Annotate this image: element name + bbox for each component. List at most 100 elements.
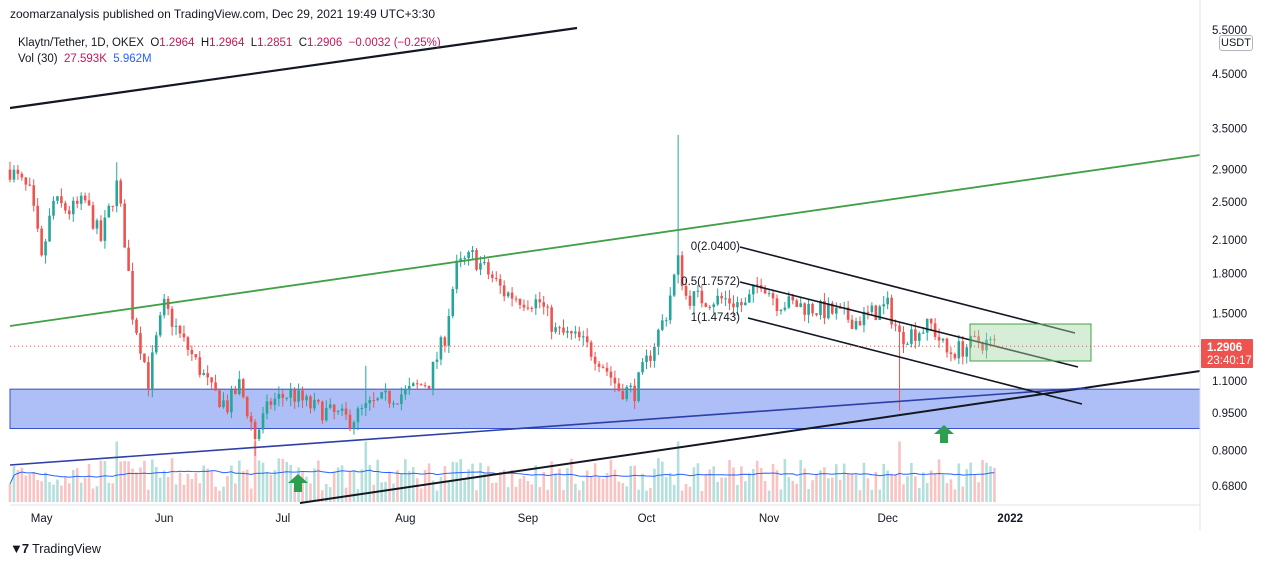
volume-bar (431, 480, 435, 502)
candle-body (502, 285, 506, 297)
volume-bar (546, 489, 549, 502)
volume-bar (692, 467, 696, 502)
candle-body (265, 401, 269, 414)
volume-bar (910, 462, 913, 502)
volume-bar (981, 460, 984, 502)
lower-black-trendline[interactable] (299, 370, 1201, 504)
volume-bar (578, 490, 581, 502)
price-tick-label: 2.5000 (1212, 197, 1247, 209)
volume-bar (301, 472, 304, 502)
volume-bar (360, 469, 364, 502)
volume-bar (617, 481, 621, 502)
volume-bar (827, 478, 830, 502)
volume-bar (989, 466, 992, 502)
upper-black-trendline[interactable] (9, 26, 578, 110)
volume-bars (8, 441, 996, 502)
candle-body (356, 408, 360, 423)
volume-bar (356, 489, 360, 502)
currency-button[interactable]: USDT (1219, 35, 1253, 51)
candle-body (973, 335, 976, 337)
candle-body (380, 392, 383, 399)
volume-bar (862, 462, 866, 502)
time-tick-label: May (31, 513, 53, 525)
candle-body (154, 335, 158, 353)
volume-bar (439, 476, 443, 502)
publisher-line: zoomarzanalysis published on TradingView… (10, 7, 436, 21)
green-trendline[interactable] (9, 154, 1201, 327)
candle-body (736, 302, 739, 308)
candle-body (226, 400, 229, 413)
candle-body (661, 320, 664, 330)
candle-body (143, 353, 146, 363)
channel-upper-line[interactable] (739, 246, 1076, 334)
candle-body (775, 298, 779, 312)
candle-body (91, 205, 95, 229)
channel-lower-line[interactable] (747, 317, 1083, 405)
volume-bar (289, 465, 292, 502)
candle-body (115, 180, 119, 207)
candle-body (451, 289, 455, 316)
blue-trendline[interactable] (9, 387, 1086, 466)
volume-bar (562, 490, 565, 502)
volume-bar (91, 488, 95, 502)
candle-body (680, 255, 684, 286)
volume-bar (253, 441, 257, 502)
candle-body (344, 408, 348, 415)
volume-bar (427, 463, 431, 502)
price-tick-label: 0.6800 (1212, 481, 1247, 493)
volume-bar (435, 490, 439, 502)
volume-bar (902, 484, 905, 502)
candle-body (494, 277, 498, 279)
volume-bar (12, 466, 16, 502)
volume-bar (720, 477, 723, 502)
candle-body (230, 389, 233, 413)
volume-bar (965, 469, 969, 502)
candle-body (578, 331, 581, 338)
candle-body (609, 371, 613, 378)
volume-bar (728, 460, 731, 502)
tradingview-brand[interactable]: ▼7 TradingView (10, 541, 101, 556)
volume-bar (210, 471, 213, 502)
volume-bar (376, 459, 379, 502)
volume-bar (305, 476, 308, 502)
candle-body (558, 327, 561, 329)
volume-bar (657, 458, 660, 502)
candle-body (447, 315, 451, 346)
volume-bar (368, 464, 372, 502)
candle-body (684, 285, 688, 296)
candle-body (985, 339, 988, 351)
volume-bar (609, 459, 613, 502)
candle-body (400, 394, 403, 404)
candle-body (396, 403, 399, 405)
volume-bar (621, 483, 625, 502)
last-price-tag: 1.2906 23:40:17 (1201, 339, 1253, 368)
symbol-title[interactable]: Klaytn/Tether, 1D, OKEX (18, 37, 144, 49)
volume-bar (633, 465, 636, 502)
candle-body (435, 359, 439, 362)
candle-body (368, 400, 372, 404)
volume-bar (530, 484, 534, 502)
candle-body (498, 278, 502, 286)
candle-body (823, 300, 826, 319)
consolidation-box[interactable] (969, 323, 1092, 362)
candle-body (135, 319, 138, 334)
price-tick-label: 4.5000 (1212, 69, 1247, 81)
volume-bar (151, 459, 154, 502)
volume-bar (261, 462, 265, 502)
price-axis[interactable]: 5.5000 4.5000 3.5000 2.9000 2.5000 2.1000 1.80… (1212, 25, 1247, 493)
time-axis[interactable]: May Jun Jul Aug Sep Oct Nov Dec 2022 (31, 513, 1023, 525)
volume-title[interactable]: Vol (30) (18, 53, 58, 65)
candle-body (862, 311, 866, 326)
volume-bar (949, 479, 953, 502)
channel-mid-line[interactable] (739, 281, 1079, 368)
volume-bar (763, 480, 767, 502)
volume-bar (783, 459, 787, 502)
candle-body (261, 413, 265, 430)
candle-body (384, 390, 387, 393)
volume-bar (174, 484, 178, 502)
candle-body (44, 241, 47, 256)
candle-body (617, 383, 621, 392)
volume-bar (115, 441, 119, 502)
candle-body (332, 404, 336, 412)
